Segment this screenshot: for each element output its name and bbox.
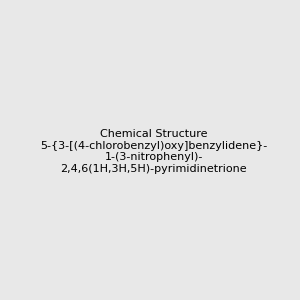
Text: Chemical Structure
5-{3-[(4-chlorobenzyl)oxy]benzylidene}-
1-(3-nitrophenyl)-
2,: Chemical Structure 5-{3-[(4-chlorobenzyl… bbox=[40, 129, 267, 174]
